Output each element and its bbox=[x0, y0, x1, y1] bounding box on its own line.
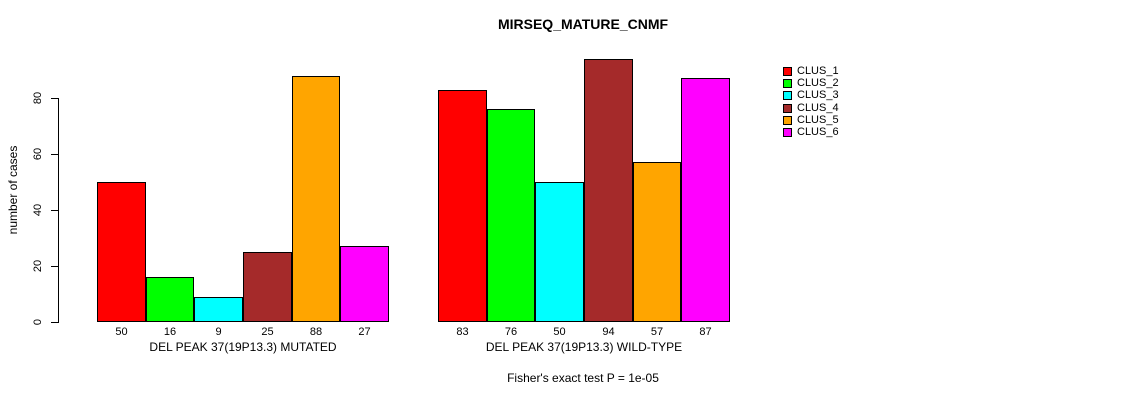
bar-value-label: 88 bbox=[309, 326, 323, 338]
legend-swatch-clus-1 bbox=[783, 66, 792, 76]
bar-value-label: 16 bbox=[163, 326, 177, 338]
y-tick-mark bbox=[51, 322, 58, 323]
bar-value-label: 57 bbox=[650, 326, 664, 338]
y-tick-label: 40 bbox=[32, 203, 44, 217]
bar-value-label: 87 bbox=[699, 326, 712, 338]
bar-value-label: 50 bbox=[553, 326, 566, 338]
legend-label-clus-2: CLUS_2 bbox=[797, 76, 839, 89]
legend-row-clus-1: CLUS_1 bbox=[783, 65, 839, 77]
annotation-text: Fisher's exact test P = 1e-05 bbox=[507, 371, 659, 385]
y-tick-label: 0 bbox=[32, 318, 44, 326]
category-label-del-peak-37-19p13-3-mutated: DEL PEAK 37(19P13.3) MUTATED bbox=[149, 340, 337, 354]
bar-clus-5-del-peak-37-19p13-3-wild-type bbox=[633, 162, 681, 322]
bar-value-label: 25 bbox=[261, 326, 274, 338]
bar-clus-2-del-peak-37-19p13-3-wild-type bbox=[487, 109, 535, 322]
bar-clus-6-del-peak-37-19p13-3-wild-type bbox=[681, 78, 730, 322]
bar-value-label: 83 bbox=[456, 326, 469, 338]
legend-swatch-clus-6 bbox=[783, 128, 792, 138]
bar-clus-1-del-peak-37-19p13-3-wild-type bbox=[438, 90, 487, 322]
legend-row-clus-5: CLUS_5 bbox=[783, 114, 839, 126]
bar-value-label: 27 bbox=[358, 326, 371, 338]
legend-swatch-clus-2 bbox=[783, 78, 792, 88]
legend-label-clus-4: CLUS_4 bbox=[797, 101, 839, 114]
y-axis-title: number of cases bbox=[6, 145, 20, 235]
bar-value-label: 94 bbox=[602, 326, 615, 338]
legend-label-clus-5: CLUS_5 bbox=[797, 113, 839, 126]
category-label-del-peak-37-19p13-3-wild-type: DEL PEAK 37(19P13.3) WILD-TYPE bbox=[485, 340, 683, 354]
legend-swatch-clus-5 bbox=[783, 115, 792, 125]
legend-label-clus-3: CLUS_3 bbox=[797, 89, 839, 102]
legend-row-clus-3: CLUS_3 bbox=[783, 90, 839, 102]
y-tick-mark bbox=[51, 210, 58, 211]
bar-clus-6-del-peak-37-19p13-3-mutated bbox=[340, 246, 389, 322]
legend-row-clus-2: CLUS_2 bbox=[783, 77, 839, 89]
bar-clus-1-del-peak-37-19p13-3-mutated bbox=[97, 182, 146, 322]
y-tick-label: 80 bbox=[32, 91, 44, 105]
bar-clus-3-del-peak-37-19p13-3-mutated bbox=[194, 297, 243, 322]
bar-value-label: 76 bbox=[504, 326, 518, 338]
legend-row-clus-6: CLUS_6 bbox=[783, 126, 839, 138]
bar-clus-3-del-peak-37-19p13-3-wild-type bbox=[535, 182, 584, 322]
y-tick-mark bbox=[51, 154, 58, 155]
legend-row-clus-4: CLUS_4 bbox=[783, 102, 839, 114]
legend-label-clus-1: CLUS_1 bbox=[797, 64, 839, 77]
y-axis-line bbox=[58, 98, 59, 323]
y-tick-mark bbox=[51, 266, 58, 267]
legend-swatch-clus-4 bbox=[783, 103, 792, 113]
bar-clus-2-del-peak-37-19p13-3-mutated bbox=[146, 277, 194, 322]
y-tick-label: 60 bbox=[32, 147, 44, 161]
legend-label-clus-6: CLUS_6 bbox=[797, 126, 839, 139]
legend-swatch-clus-3 bbox=[783, 91, 792, 101]
bar-value-label: 50 bbox=[115, 326, 128, 338]
y-tick-mark bbox=[51, 98, 58, 99]
bar-clus-5-del-peak-37-19p13-3-mutated bbox=[292, 76, 340, 322]
bar-clus-4-del-peak-37-19p13-3-mutated bbox=[243, 252, 292, 322]
bar-value-label: 9 bbox=[215, 326, 222, 338]
bar-clus-4-del-peak-37-19p13-3-wild-type bbox=[584, 59, 633, 322]
y-tick-label: 20 bbox=[32, 259, 44, 273]
legend: CLUS_1 CLUS_2 CLUS_3 CLUS_4 CLUS_5 CLUS_6 bbox=[783, 65, 839, 139]
chart-title: MIRSEQ_MATURE_CNMF bbox=[497, 16, 669, 32]
